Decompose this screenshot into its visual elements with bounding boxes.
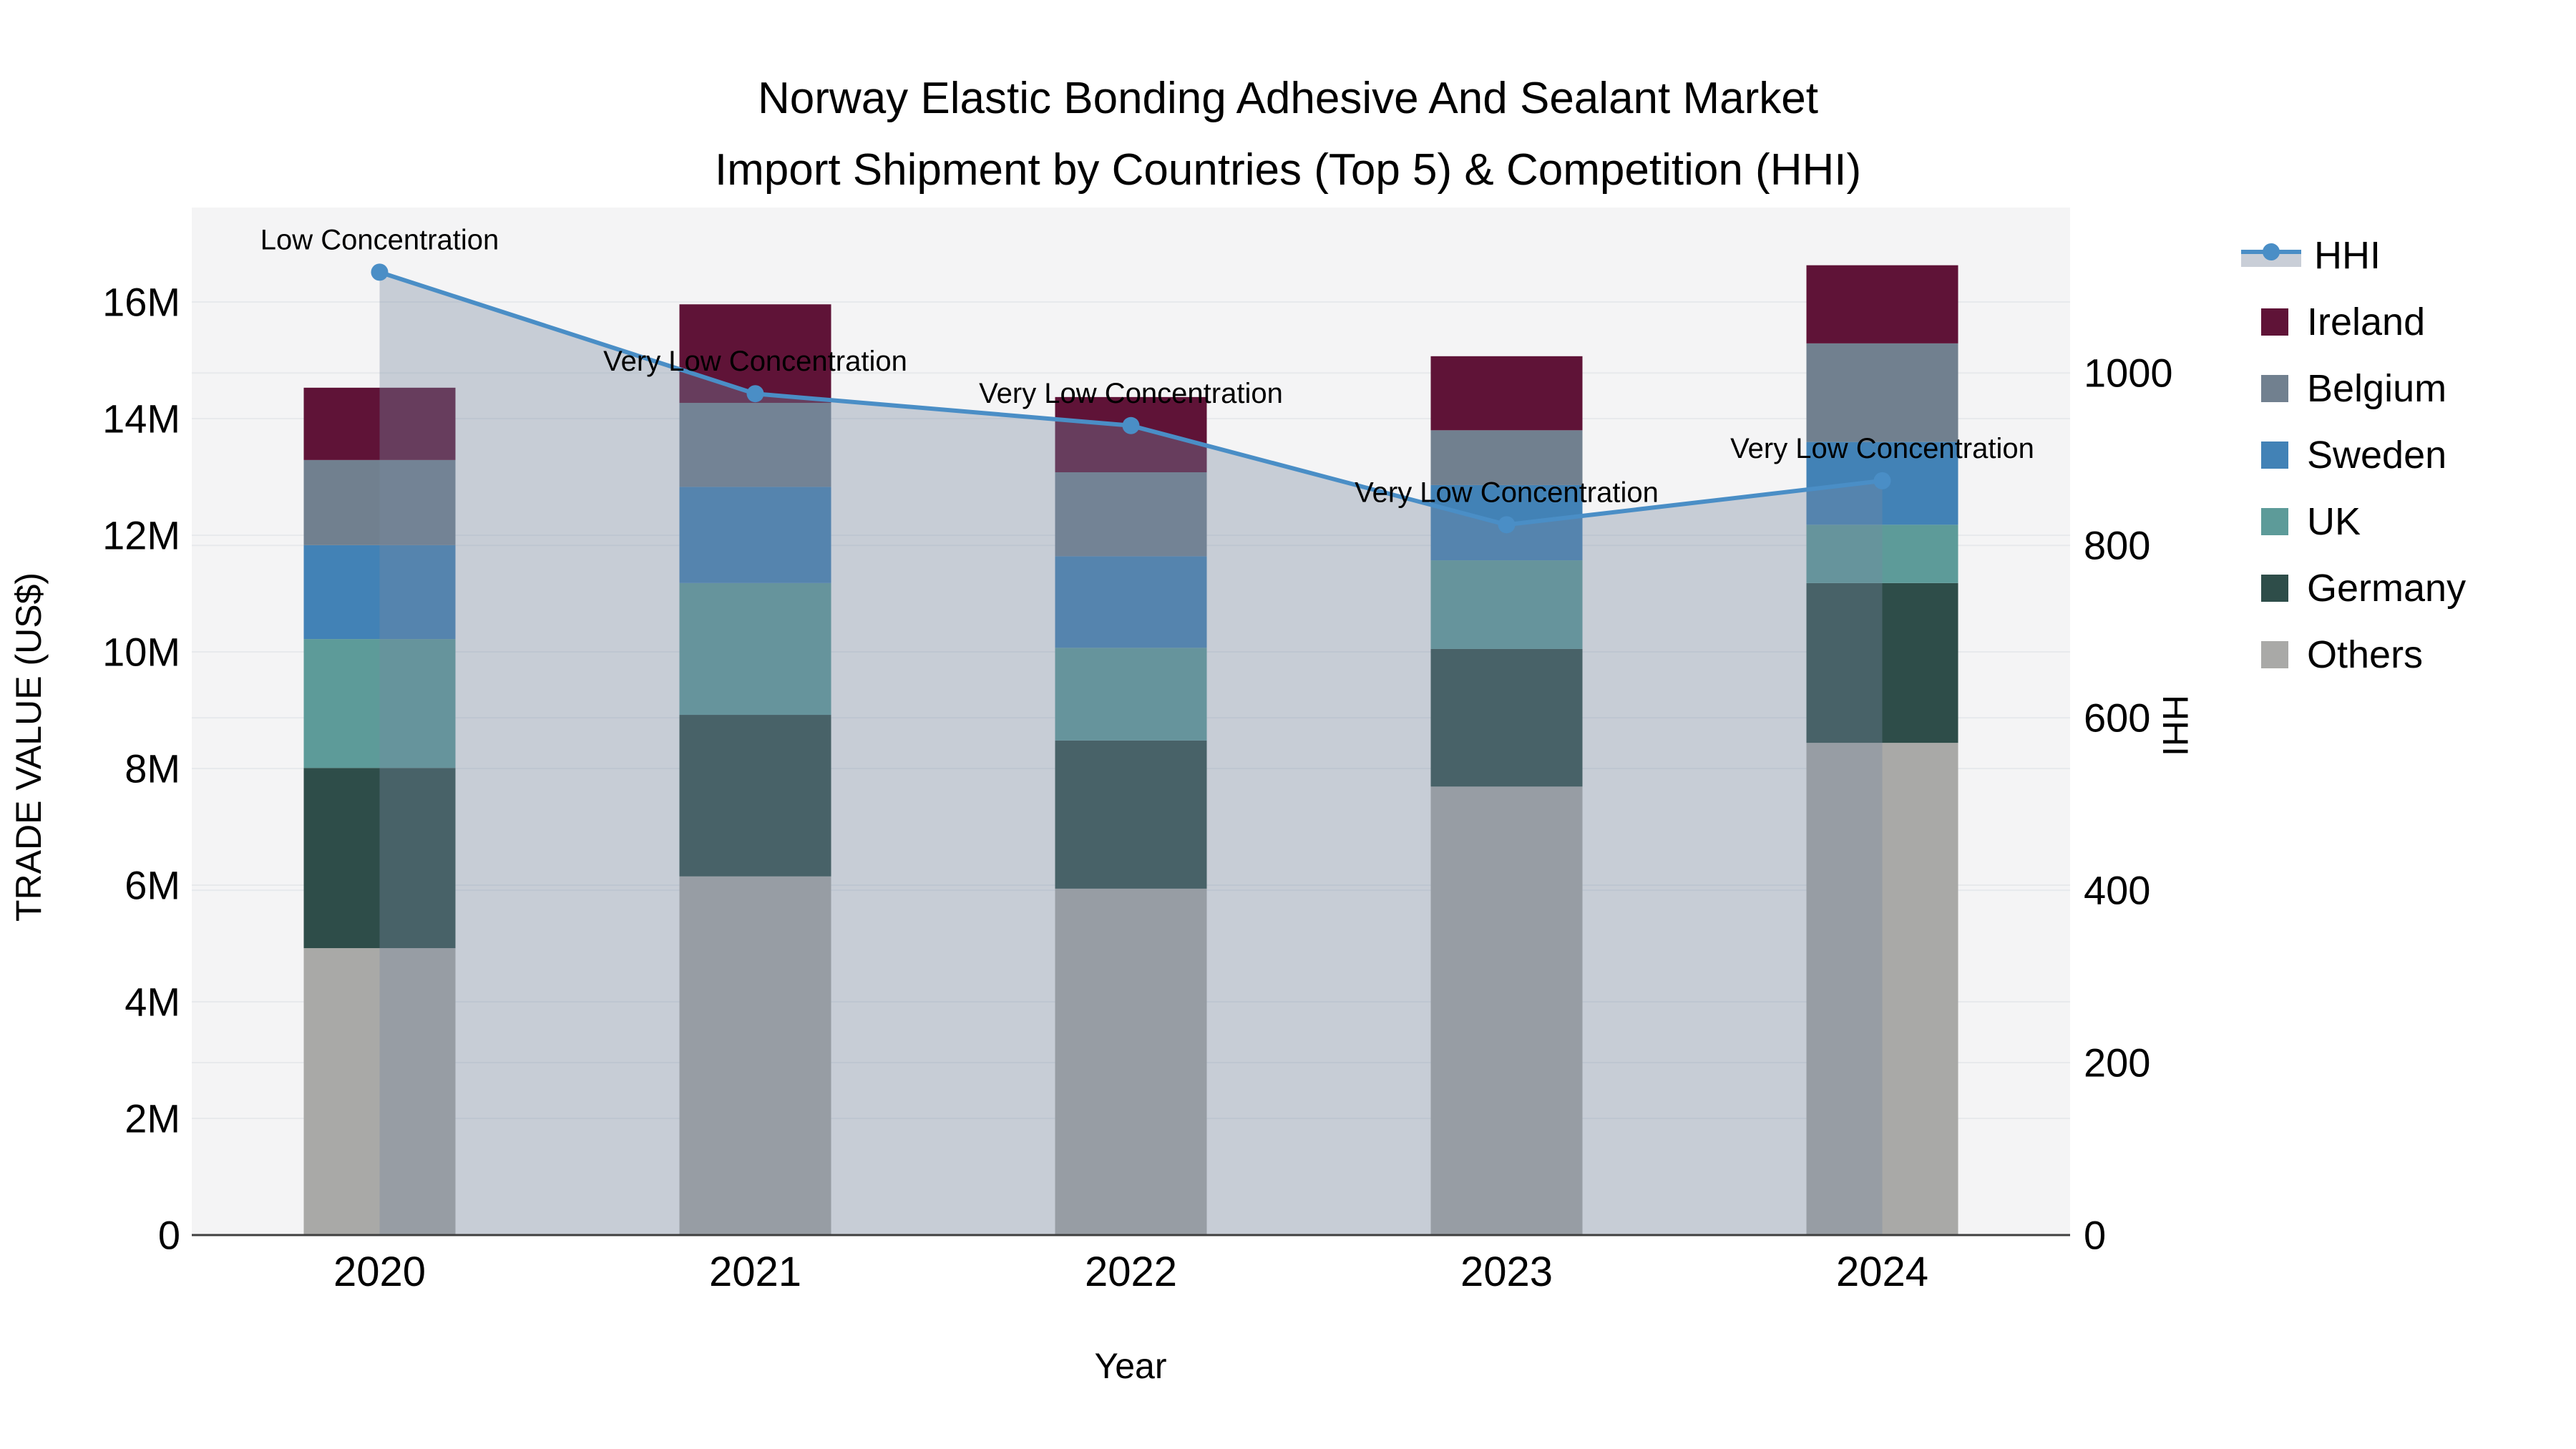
legend-item-others[interactable]: Others xyxy=(2261,621,2466,688)
sweden-swatch-icon xyxy=(2261,441,2288,469)
bar-segment-2023-others[interactable] xyxy=(1430,786,1583,1235)
bar-segment-2023-germany[interactable] xyxy=(1430,648,1583,787)
legend-label-others: Others xyxy=(2307,633,2424,676)
y2-tick-400: 400 xyxy=(2084,867,2151,913)
bar-segment-2020-ireland[interactable] xyxy=(303,387,456,460)
bar-segment-2021-belgium[interactable] xyxy=(679,403,831,487)
bar-segment-2020-sweden[interactable] xyxy=(303,545,456,640)
legend-item-ireland[interactable]: Ireland xyxy=(2261,288,2466,355)
annotation-2021: Very Low Concentration xyxy=(603,346,907,377)
bar-segment-2023-belgium[interactable] xyxy=(1430,430,1583,485)
bar-segment-2022-others[interactable] xyxy=(1055,888,1207,1235)
belgium-swatch-icon xyxy=(2261,374,2288,402)
bar-segment-2020-belgium[interactable] xyxy=(303,459,456,545)
legend-item-uk[interactable]: UK xyxy=(2261,488,2466,555)
others-swatch-icon xyxy=(2261,640,2288,668)
bar-segment-2021-others[interactable] xyxy=(679,876,831,1235)
y-tick-8M: 8M xyxy=(125,746,180,791)
bar-segment-2024-others[interactable] xyxy=(1806,743,1958,1235)
x-tick-2020: 2020 xyxy=(333,1249,426,1295)
chart-title: Norway Elastic Bonding Adhesive And Seal… xyxy=(0,63,2576,206)
legend-label-germany: Germany xyxy=(2307,566,2467,610)
hhi-area-fill xyxy=(379,272,1883,1236)
bar-segment-2024-ireland[interactable] xyxy=(1806,265,1958,343)
legend: HHI Ireland Belgium Sweden UK Germany Others xyxy=(2241,222,2466,688)
bar-segment-2022-belgium[interactable] xyxy=(1055,472,1207,557)
y-tick-2M: 2M xyxy=(125,1096,180,1141)
y-tick-14M: 14M xyxy=(102,396,180,441)
annotation-2020: Low Concentration xyxy=(260,224,499,255)
legend-label-sweden: Sweden xyxy=(2307,433,2447,477)
legend-item-sweden[interactable]: Sweden xyxy=(2261,421,2466,488)
y-tick-4M: 4M xyxy=(125,979,180,1025)
bar-segment-2020-others[interactable] xyxy=(303,948,456,1235)
legend-label-hhi: HHI xyxy=(2314,233,2381,277)
bar-segment-2021-germany[interactable] xyxy=(679,715,831,877)
y-tick-16M: 16M xyxy=(102,279,180,325)
bar-segment-2024-uk[interactable] xyxy=(1806,525,1958,583)
bar-segment-2020-uk[interactable] xyxy=(303,639,456,769)
germany-swatch-icon xyxy=(2261,574,2288,602)
y2-tick-1000: 1000 xyxy=(2084,350,2173,396)
annotation-2024: Very Low Concentration xyxy=(1730,433,2034,464)
x-tick-2021: 2021 xyxy=(708,1249,802,1295)
hhi-line-swatch-icon xyxy=(2241,241,2301,270)
bar-segment-2022-germany[interactable] xyxy=(1055,740,1207,889)
y-tick-12M: 12M xyxy=(102,512,180,558)
chart-title-line1: Norway Elastic Bonding Adhesive And Seal… xyxy=(758,74,1818,123)
y-tick-0: 0 xyxy=(157,1212,180,1258)
bar-segment-2023-uk[interactable] xyxy=(1430,560,1583,649)
y2-tick-0: 0 xyxy=(2084,1212,2107,1258)
y-tick-6M: 6M xyxy=(125,862,180,908)
legend-item-belgium[interactable]: Belgium xyxy=(2261,355,2466,421)
y2-tick-800: 800 xyxy=(2084,522,2151,568)
bar-segment-2021-sweden[interactable] xyxy=(679,487,831,583)
bar-segment-2020-germany[interactable] xyxy=(303,768,456,949)
hhi-marker-2020[interactable] xyxy=(371,263,389,281)
annotation-2022: Very Low Concentration xyxy=(979,378,1283,409)
ireland-swatch-icon xyxy=(2261,308,2288,336)
x-tick-2023: 2023 xyxy=(1460,1249,1553,1295)
legend-label-uk: UK xyxy=(2307,499,2361,543)
bar-segment-2022-uk[interactable] xyxy=(1055,648,1207,741)
x-axis-title: Year xyxy=(1094,1346,1167,1386)
x-tick-2024: 2024 xyxy=(1835,1249,1929,1295)
bar-segment-2023-ireland[interactable] xyxy=(1430,356,1583,431)
legend-item-hhi[interactable]: HHI xyxy=(2241,222,2466,288)
bar-segment-2021-uk[interactable] xyxy=(679,582,831,716)
hhi-marker-2021[interactable] xyxy=(746,385,764,403)
hhi-dot-swatch xyxy=(2263,243,2280,260)
hhi-marker-2022[interactable] xyxy=(1122,416,1140,434)
y2-tick-200: 200 xyxy=(2084,1040,2151,1085)
legend-label-belgium: Belgium xyxy=(2307,366,2447,410)
y-tick-10M: 10M xyxy=(102,629,180,675)
hhi-marker-2023[interactable] xyxy=(1498,516,1516,534)
bar-segment-2024-germany[interactable] xyxy=(1806,582,1958,743)
bar-segment-2024-belgium[interactable] xyxy=(1806,343,1958,442)
annotation-2023: Very Low Concentration xyxy=(1355,477,1659,508)
y2-tick-600: 600 xyxy=(2084,695,2151,741)
bar-segment-2022-ireland[interactable] xyxy=(1055,396,1207,473)
legend-label-ireland: Ireland xyxy=(2307,300,2426,343)
hhi-marker-2024[interactable] xyxy=(1873,472,1891,489)
legend-item-germany[interactable]: Germany xyxy=(2261,555,2466,621)
chart-title-line2: Import Shipment by Countries (Top 5) & C… xyxy=(714,145,1862,195)
bar-segment-2022-sweden[interactable] xyxy=(1055,556,1207,648)
uk-swatch-icon xyxy=(2261,507,2288,535)
x-tick-2022: 2022 xyxy=(1084,1249,1178,1295)
